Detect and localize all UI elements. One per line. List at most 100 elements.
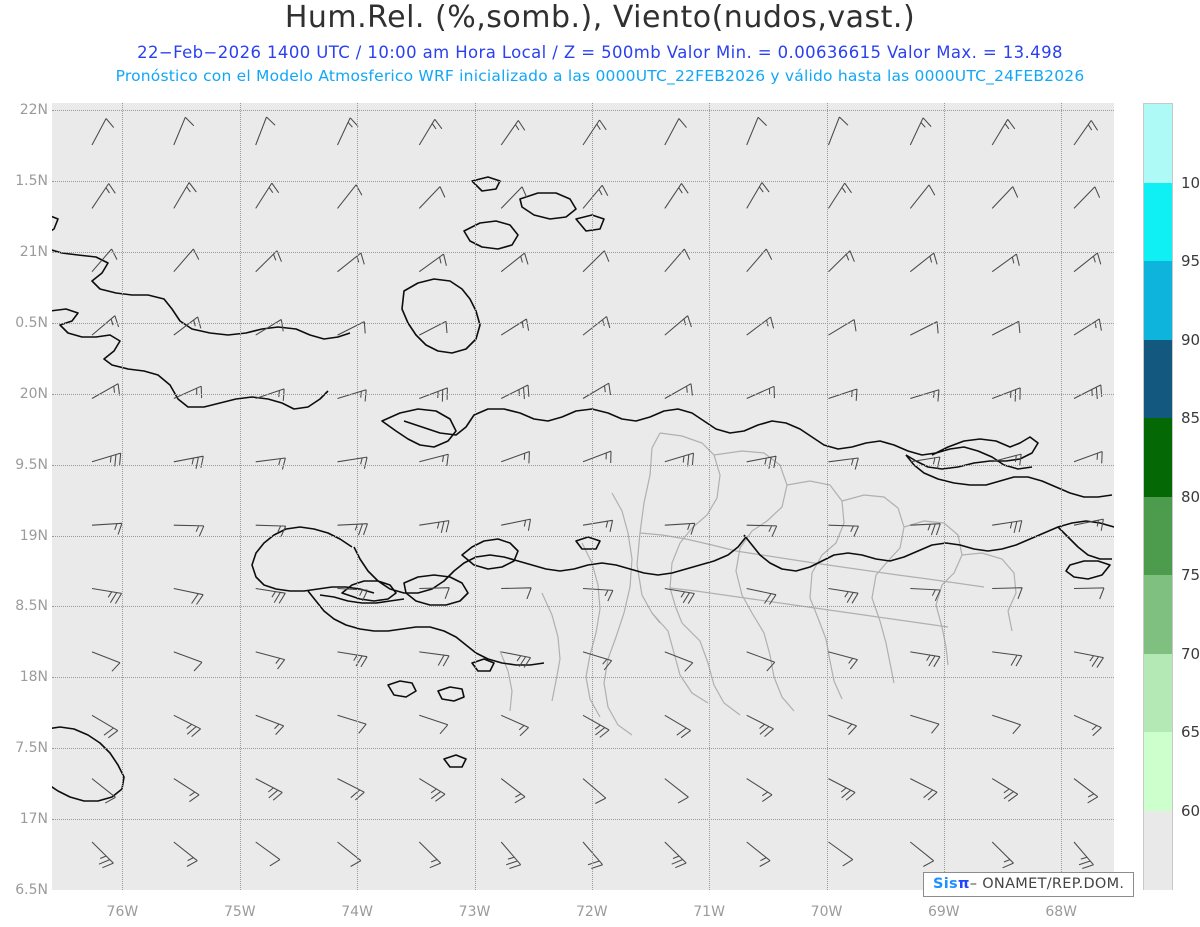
wind-barb [255, 714, 285, 735]
wind-barb [746, 385, 775, 399]
wind-barb [173, 116, 195, 146]
brand-name: Sis [933, 876, 958, 892]
wind-barb [255, 116, 276, 146]
colorbar-tick-label: 65 [1181, 723, 1200, 741]
latitude-gridline-22N [52, 110, 1114, 112]
wind-barbs [91, 116, 1105, 869]
colorbar-segment[interactable] [1144, 575, 1172, 654]
wind-barb [255, 182, 280, 209]
colorbar[interactable] [1143, 103, 1173, 890]
wind-barb [255, 524, 287, 538]
longitude-gridline-72W [591, 103, 593, 890]
wind-barb [255, 250, 282, 273]
page-title: Hum.Rel. (%,somb.), Viento(nudos,vast.) [284, 0, 916, 35]
wind-barb [337, 389, 367, 402]
colorbar-segment[interactable] [1144, 418, 1172, 497]
colorbar-segment[interactable] [1144, 261, 1172, 340]
colorbar-segment[interactable] [1144, 182, 1172, 262]
colorbar-segment[interactable] [1144, 496, 1172, 576]
wind-barb [746, 524, 778, 538]
wind-barb [582, 841, 603, 869]
wind-barb [582, 119, 607, 146]
wind-barb [992, 520, 1023, 534]
wind-barb [337, 651, 368, 668]
longitude-tick-label: 72W [575, 904, 608, 920]
wind-barb [991, 186, 1019, 209]
wind-barb [501, 587, 532, 600]
wind-barb [418, 186, 446, 209]
wind-barb [1073, 518, 1104, 531]
wind-barb [500, 252, 529, 273]
wind-barb [910, 523, 941, 536]
wind-barb [255, 841, 281, 867]
latitude-gridline-20.5N [52, 322, 1114, 324]
wind-barb [909, 841, 935, 867]
wind-barb [746, 778, 773, 803]
longitude-gridline-73W [474, 103, 476, 890]
separator-dash: – [969, 876, 978, 892]
latitude-tick-label: 19N [19, 527, 48, 544]
wind-barb [500, 714, 529, 737]
wind-barb [828, 182, 852, 209]
latitude-gridline-17N [52, 819, 1114, 821]
wind-barb [255, 778, 283, 801]
wind-barb [173, 455, 204, 469]
wind-barb [664, 778, 689, 804]
wind-barb [828, 319, 857, 336]
wind-barb [746, 714, 774, 737]
wind-barb [91, 522, 123, 535]
wind-barb [909, 117, 932, 146]
wind-barb [746, 587, 777, 605]
wind-barb [1073, 587, 1105, 600]
latitude-gridline-18N [52, 677, 1114, 679]
wind-barb [828, 388, 858, 401]
longitude-tick-label: 74W [341, 904, 373, 920]
wind-barb [1073, 384, 1103, 400]
colorbar-segment[interactable] [1144, 810, 1172, 890]
wind-barb [910, 778, 938, 801]
colorbar-segment[interactable] [1144, 339, 1172, 419]
longitude-gridline-70W [826, 103, 828, 890]
wind-barb [500, 778, 526, 804]
wind-barb [828, 651, 858, 670]
wind-barb [910, 651, 941, 668]
wind-barb [992, 587, 1023, 599]
latitude-tick-label: 6.5N [15, 882, 48, 898]
wind-barb [419, 387, 448, 402]
agency-name: ONAMET/REP.DOM. [982, 876, 1125, 892]
colorbar-segment[interactable] [1144, 653, 1172, 733]
colorbar-tick-label: 100 [1181, 173, 1200, 192]
wind-barb [419, 651, 450, 667]
wind-barb [828, 457, 859, 470]
wind-barb [91, 587, 123, 604]
wind-barb [582, 587, 614, 602]
wind-barb [664, 452, 695, 467]
wind-barb [337, 252, 365, 273]
wind-barb [500, 120, 526, 146]
wind-barb [418, 841, 442, 869]
wind-barb [991, 778, 1019, 802]
latitude-gridline-21N [52, 251, 1114, 253]
wind-barb [1073, 451, 1103, 464]
wind-barb [992, 651, 1023, 667]
longitude-gridline-68W [1061, 103, 1063, 890]
wind-barb [582, 714, 610, 738]
wind-barb [991, 118, 1016, 146]
wind-barb [255, 651, 286, 670]
longitude-tick-label: 75W [223, 904, 256, 920]
longitude-tick-label: 76W [106, 904, 139, 920]
wind-barb [828, 714, 857, 735]
colorbar-segment[interactable] [1144, 104, 1172, 183]
wind-barb [419, 520, 450, 534]
wind-barb [582, 651, 613, 671]
latitude-tick-label: 8.5N [15, 598, 48, 615]
colorbar-segment[interactable] [1144, 732, 1172, 811]
wind-barb [337, 523, 368, 536]
colorbar-tick-label: 95 [1181, 252, 1200, 270]
wind-barb [255, 587, 286, 604]
attribution-badge: Sisπ– ONAMET/REP.DOM. [923, 872, 1135, 897]
wind-barb [500, 318, 530, 336]
wind-barb [500, 186, 528, 209]
longitude-gridline-74W [357, 103, 359, 890]
